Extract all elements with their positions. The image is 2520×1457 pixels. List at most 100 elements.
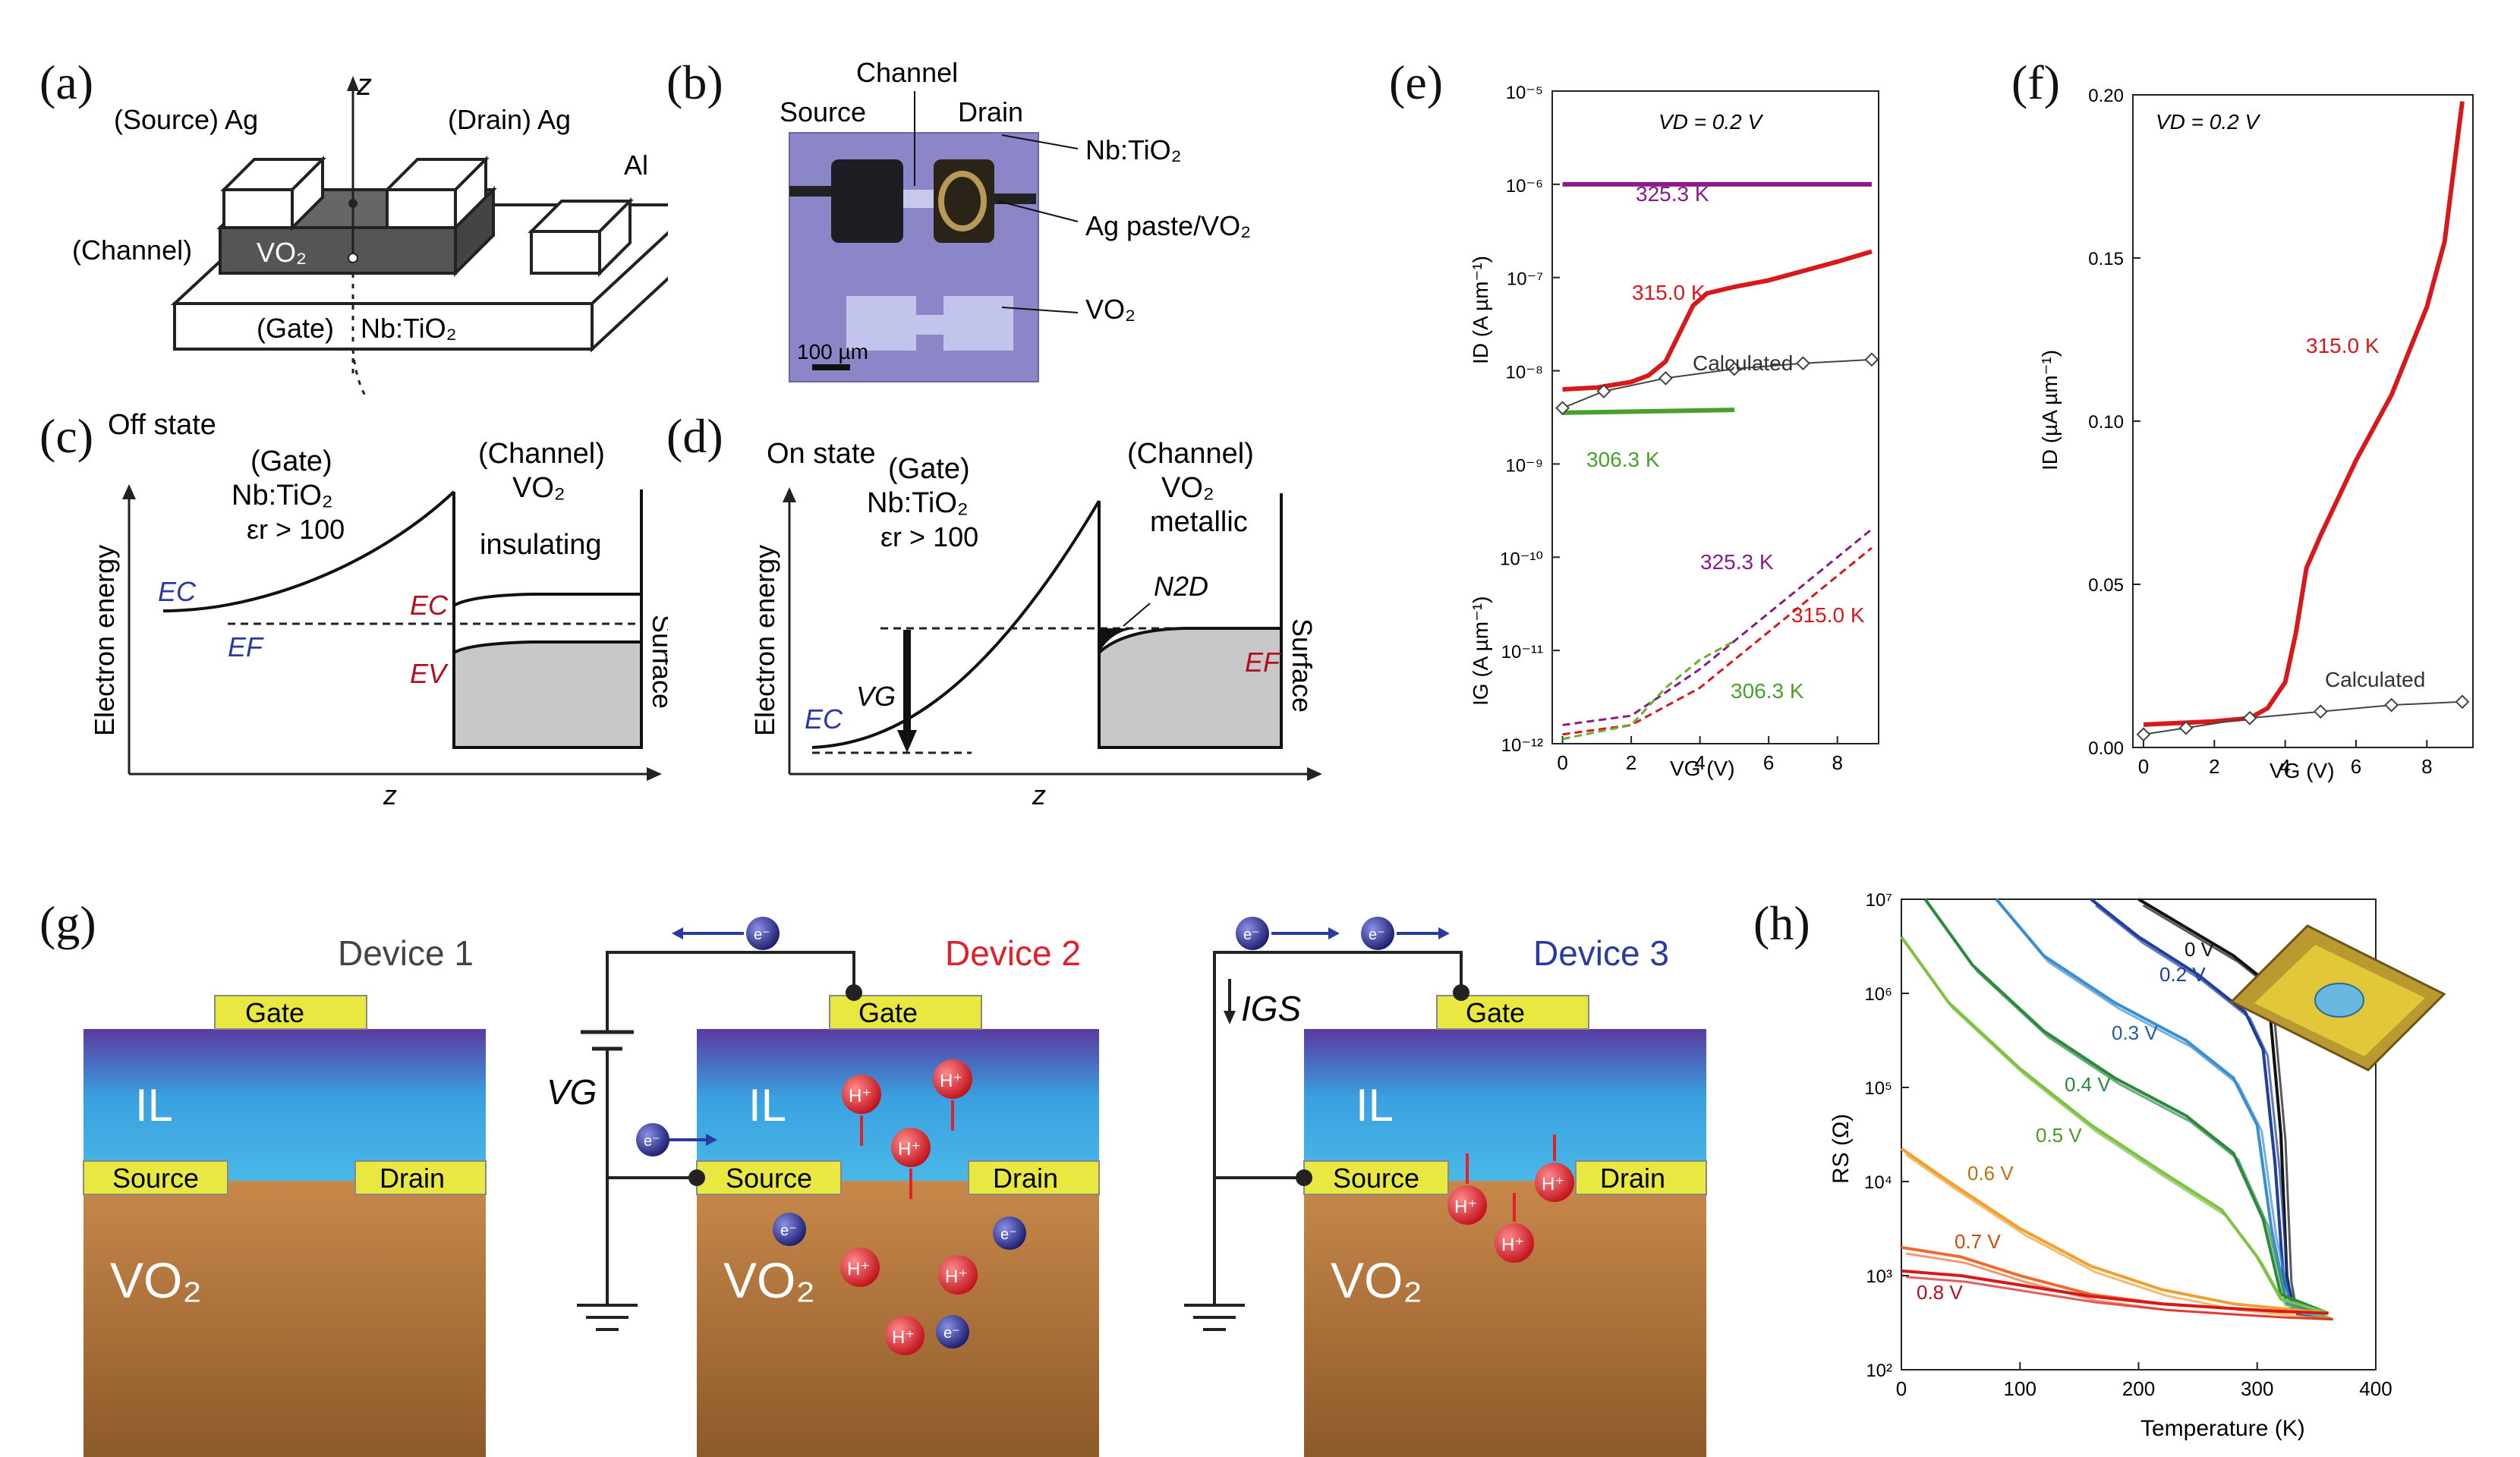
y-tick-label: 10⁻¹⁰ (1500, 549, 1543, 569)
label-07v: 0.7 V (1955, 1230, 2001, 1253)
eps-label: εr > 100 (247, 514, 345, 545)
x-tick-label: 300 (2241, 1377, 2273, 1400)
gate-label: (Gate) (257, 313, 334, 344)
proton-icon (1535, 1163, 1574, 1202)
vo2-label: VO₂ (1085, 294, 1136, 325)
surface-label: Surface (647, 615, 668, 709)
il-label: IL (748, 1080, 786, 1131)
channel-label: (Channel) (72, 234, 192, 266)
channel-material: VO₂ (512, 472, 565, 504)
gate-label: Gate (1466, 997, 1525, 1028)
igs-arrowhead (1224, 1011, 1236, 1024)
y-tick-label: 10⁻⁵ (1506, 83, 1543, 103)
gate-slab-side (591, 231, 668, 353)
z-label: z (356, 68, 372, 102)
device-1-title: Device 1 (338, 933, 474, 973)
calculated-point (2178, 720, 2194, 735)
calculated-point (1555, 401, 1570, 416)
electron-label: e⁻ (943, 1325, 960, 1342)
proton-label: H⁺ (892, 1327, 915, 1348)
n2d-accumulation (1099, 628, 1139, 653)
source-electrode (696, 1160, 842, 1195)
series-id-3150K (1562, 249, 1873, 392)
drain-label: Drain (1600, 1163, 1665, 1194)
proton-label: H⁺ (1454, 1197, 1477, 1217)
label-315-id: 315.0 K (1632, 281, 1706, 304)
gate-conduction-band (811, 499, 1101, 749)
panel-h-chart: 10² 10³ 10⁴ 10⁵ 10⁶ 10⁷ 0 100 200 300 400 Tempera… (1829, 890, 2446, 1441)
channel-label: (Channel) (478, 438, 605, 470)
series-06V (1900, 1147, 2329, 1315)
y-axis-label: RS (Ω) (1829, 1114, 1854, 1184)
series-08V (1901, 1269, 2329, 1315)
electron-label: e⁻ (780, 1223, 797, 1239)
x-tick-label: 200 (2122, 1377, 2155, 1400)
x-axis-label: VG (V) (1670, 757, 1735, 780)
y-tick-label: 0.20 (2088, 86, 2124, 106)
protons-device-3: H⁺ H⁺ H⁺ (1447, 1134, 1574, 1263)
chip-droplet (2314, 983, 2364, 1018)
proton-icon (933, 1059, 972, 1099)
y-axis-arrow (122, 484, 136, 499)
proton-icon (938, 1255, 978, 1295)
x-tick-label: 100 (2004, 1377, 2036, 1400)
panel-label-a: (a) (39, 55, 94, 109)
circuit-wire (1213, 951, 1463, 1305)
x-tick-label: 0 (2138, 755, 2149, 778)
gate-electrode (214, 995, 367, 1030)
label-02v: 0.2 V (2159, 963, 2206, 986)
scale-bar-label: 100 µm (797, 340, 868, 363)
x-tick-label: 2 (1626, 751, 1636, 774)
x-tick-label: 4 (1694, 751, 1705, 774)
panel-f-chart: 0.00 0.05 0.10 0.15 0.20 0 2 4 6 8 VD = 0.2 V VG… (2038, 86, 2474, 782)
label-08v: 0.8 V (1917, 1281, 1963, 1304)
x-axis-arrow (1307, 767, 1322, 781)
vo2-label: VO₂ (723, 1252, 815, 1308)
channel-state: insulating (480, 529, 602, 561)
source-label: Source (112, 1163, 199, 1194)
device-2-title: Device 2 (945, 933, 1081, 973)
il-layer (1304, 1029, 1706, 1181)
z-axis-dot2 (348, 253, 358, 263)
series-3150K (2143, 101, 2465, 727)
y-axis-label: Electron energy (749, 545, 780, 736)
vd-annotation: VD = 0.2 V (1658, 110, 1764, 134)
y-axis-label-id: ID (A µm⁻¹) (1469, 256, 1492, 364)
electron-icon (1361, 917, 1394, 950)
y-tick-label: 10⁻⁹ (1505, 455, 1543, 476)
vg-label: VG (547, 1072, 597, 1112)
series-03V (1995, 898, 2329, 1315)
label-0v: 0 V (2185, 938, 2215, 961)
series-id-3063K (1562, 408, 1734, 415)
calculated-point (1796, 356, 1810, 371)
state-label: On state (767, 438, 876, 470)
electron-icon (746, 917, 780, 950)
al-label: Al (624, 149, 648, 181)
x-axis-arrow (647, 767, 662, 781)
label-315: 315.0 K (2306, 334, 2380, 357)
label-05v: 0.5 V (2036, 1124, 2082, 1147)
igs-label: IGS (1241, 989, 1302, 1028)
gate-node (846, 984, 862, 1001)
surface-label: Surface (1287, 618, 1318, 713)
y-axis-label-ig: IG (A µm⁻¹) (1469, 596, 1492, 706)
calculated-point (2384, 697, 2399, 713)
electron-icon (1236, 917, 1269, 950)
series-ig-3253K (1562, 528, 1873, 726)
label-06v: 0.6 V (1967, 1162, 2014, 1185)
series-05V-sweep (1904, 942, 2333, 1321)
y-axis-arrow (783, 487, 796, 502)
label-325-ig: 325.3 K (1700, 550, 1774, 574)
source-block-side (291, 156, 324, 231)
y-tick-label: 10⁵ (1864, 1078, 1892, 1099)
electron-flow-arrowhead (1328, 927, 1340, 939)
vo2-bridge (915, 315, 945, 335)
drain-lead (983, 194, 1036, 204)
source-block-front (222, 188, 294, 229)
panel-label-b: (b) (666, 55, 723, 109)
panel-a-device-schematic: z (Source) Ag (Drain) Ag Al (Channel) VO… (72, 68, 668, 395)
proton-label: H⁺ (940, 1071, 962, 1091)
series-04V (1923, 898, 2329, 1315)
y-tick-label: 10² (1866, 1361, 1892, 1381)
electron-label: e⁻ (1000, 1226, 1017, 1243)
